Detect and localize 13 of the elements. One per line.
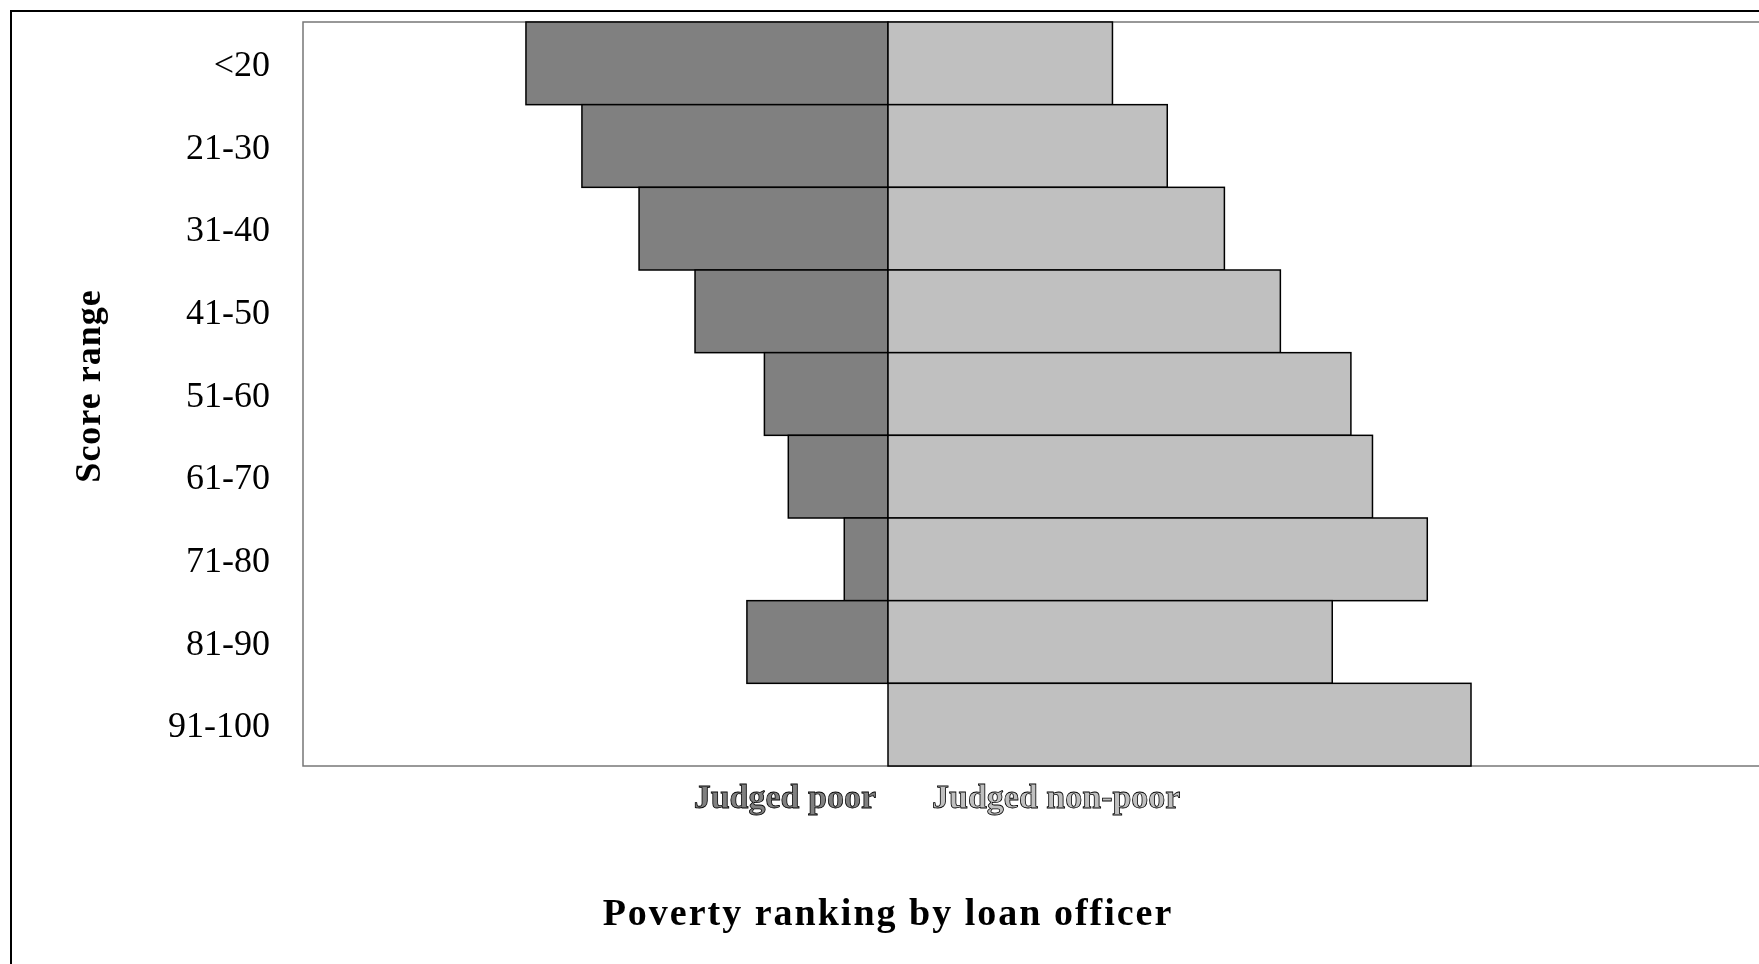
x-axis-title: Poverty ranking by loan officer xyxy=(602,891,1174,933)
y-tick-label: 71-80 xyxy=(186,539,270,580)
y-axis-title: Score range xyxy=(68,289,108,483)
y-tick-label: 21-30 xyxy=(186,126,270,167)
y-tick-label: 61-70 xyxy=(186,457,270,498)
y-tick-label: <20 xyxy=(213,43,270,84)
text: Judged poor xyxy=(693,778,876,815)
y-tick-label: 51-60 xyxy=(186,374,270,415)
series-label: Judged non-poor xyxy=(932,778,1181,815)
y-tick-label: 31-40 xyxy=(186,209,270,250)
y-tick-label: 81-90 xyxy=(186,622,270,663)
y-tick-label: 41-50 xyxy=(186,291,270,332)
y-tick-label: 91-100 xyxy=(168,705,270,746)
